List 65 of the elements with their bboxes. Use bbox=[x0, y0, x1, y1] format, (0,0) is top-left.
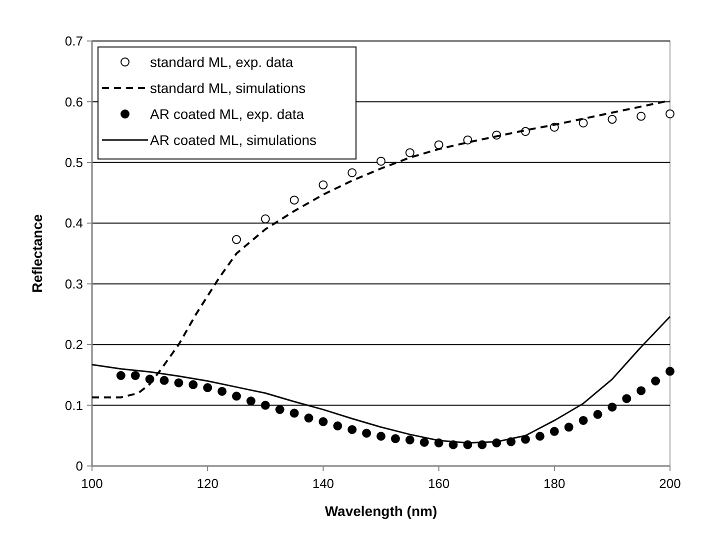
point bbox=[318, 417, 328, 426]
point bbox=[145, 374, 154, 384]
point bbox=[318, 180, 328, 190]
x-tick-label: 100 bbox=[81, 476, 103, 491]
y-axis-title: Reflectance bbox=[29, 214, 45, 293]
point bbox=[578, 118, 588, 128]
point bbox=[290, 196, 299, 205]
point bbox=[636, 386, 646, 396]
point bbox=[405, 148, 414, 158]
point bbox=[608, 402, 617, 412]
legend-label: AR coated ML, exp. data bbox=[150, 106, 304, 122]
legend-label: AR coated ML, simulations bbox=[150, 132, 317, 148]
x-tick-label: 200 bbox=[659, 476, 681, 491]
y-tick-label: 0 bbox=[76, 458, 83, 474]
y-tick-label: 0.3 bbox=[64, 276, 83, 292]
point bbox=[232, 392, 241, 401]
y-tick-label: 0.4 bbox=[64, 216, 83, 231]
legend-label: standard ML, exp. data bbox=[150, 54, 294, 70]
point bbox=[390, 434, 400, 444]
point bbox=[275, 405, 284, 414]
point bbox=[608, 114, 617, 124]
point bbox=[130, 371, 140, 380]
legend-label: standard ML, simulations bbox=[150, 80, 306, 96]
point bbox=[203, 383, 212, 392]
point bbox=[188, 380, 198, 390]
point bbox=[290, 408, 299, 418]
point bbox=[622, 394, 632, 404]
point bbox=[666, 109, 674, 118]
point bbox=[174, 378, 184, 388]
point bbox=[116, 371, 126, 380]
point bbox=[376, 156, 386, 166]
point bbox=[160, 376, 169, 385]
point bbox=[260, 214, 270, 224]
point bbox=[246, 396, 256, 406]
point bbox=[434, 140, 444, 150]
point bbox=[348, 425, 357, 434]
y-tick-label: 0.7 bbox=[64, 34, 83, 49]
point bbox=[362, 428, 372, 438]
point bbox=[550, 426, 559, 436]
x-axis-title: Wavelength (nm) bbox=[324, 503, 438, 519]
point bbox=[333, 421, 342, 430]
point bbox=[348, 168, 357, 178]
point bbox=[463, 135, 472, 144]
y-tick-label: 0.5 bbox=[64, 154, 83, 170]
point bbox=[651, 376, 660, 386]
y-tick-label: 0.1 bbox=[64, 398, 83, 413]
point bbox=[405, 435, 414, 444]
point bbox=[578, 416, 588, 425]
x-tick-label: 140 bbox=[312, 476, 334, 491]
point bbox=[420, 438, 429, 447]
x-tick-label: 120 bbox=[196, 476, 218, 491]
point bbox=[376, 432, 386, 441]
point bbox=[666, 366, 674, 376]
y-tick-label: 0.2 bbox=[64, 337, 83, 352]
point bbox=[564, 422, 574, 432]
point bbox=[218, 386, 227, 396]
point bbox=[535, 432, 544, 441]
x-tick-label: 160 bbox=[428, 476, 450, 491]
x-tick-label: 180 bbox=[544, 476, 566, 491]
point bbox=[593, 410, 602, 419]
y-tick-label: 0.6 bbox=[64, 94, 83, 110]
point bbox=[232, 235, 241, 244]
point bbox=[304, 414, 314, 423]
point bbox=[636, 112, 646, 121]
point bbox=[260, 400, 270, 410]
